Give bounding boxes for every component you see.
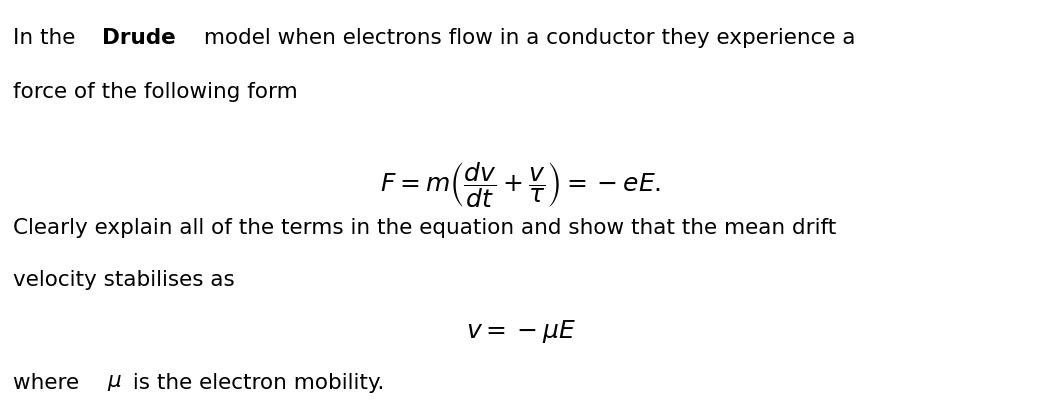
Text: velocity stabilises as: velocity stabilises as [13, 270, 234, 290]
Text: Drude: Drude [102, 28, 176, 48]
Text: force of the following form: force of the following form [13, 82, 297, 102]
Text: where: where [13, 373, 85, 393]
Text: model when electrons flow in a conductor they experience a: model when electrons flow in a conductor… [197, 28, 855, 48]
Text: $F = m\left(\dfrac{dv}{dt} + \dfrac{v}{\tau}\right) = -eE.$: $F = m\left(\dfrac{dv}{dt} + \dfrac{v}{\… [380, 160, 662, 210]
Text: $v = -\mu E$: $v = -\mu E$ [466, 318, 576, 345]
Text: In the: In the [13, 28, 81, 48]
Text: $\mu$: $\mu$ [106, 373, 122, 393]
Text: Clearly explain all of the terms in the equation and show that the mean drift: Clearly explain all of the terms in the … [13, 218, 836, 238]
Text: is the electron mobility.: is the electron mobility. [126, 373, 384, 393]
